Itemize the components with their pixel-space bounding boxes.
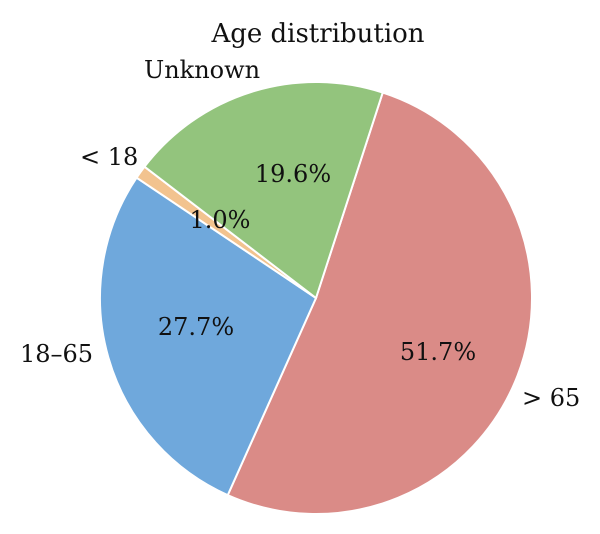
slice-category-label-over-65: > 65 — [522, 384, 580, 412]
slice-value-label-unknown: 19.6% — [255, 160, 331, 188]
pie-slices — [99, 81, 533, 515]
pie-slice-18-65 — [99, 176, 318, 497]
slice-category-label-under-18: < 18 — [80, 143, 138, 171]
slice-category-label-unknown: Unknown — [144, 56, 260, 84]
chart-title: Age distribution — [210, 19, 424, 49]
slice-category-label-18-65: 18–65 — [20, 340, 93, 368]
slice-value-label-over-65: 51.7% — [400, 338, 476, 366]
slice-value-label-under-18: 1.0% — [190, 206, 251, 234]
pie-slice-unknown — [143, 81, 385, 300]
slice-value-label-18-65: 27.7% — [158, 313, 234, 341]
pie-slice-over-65 — [226, 91, 533, 515]
